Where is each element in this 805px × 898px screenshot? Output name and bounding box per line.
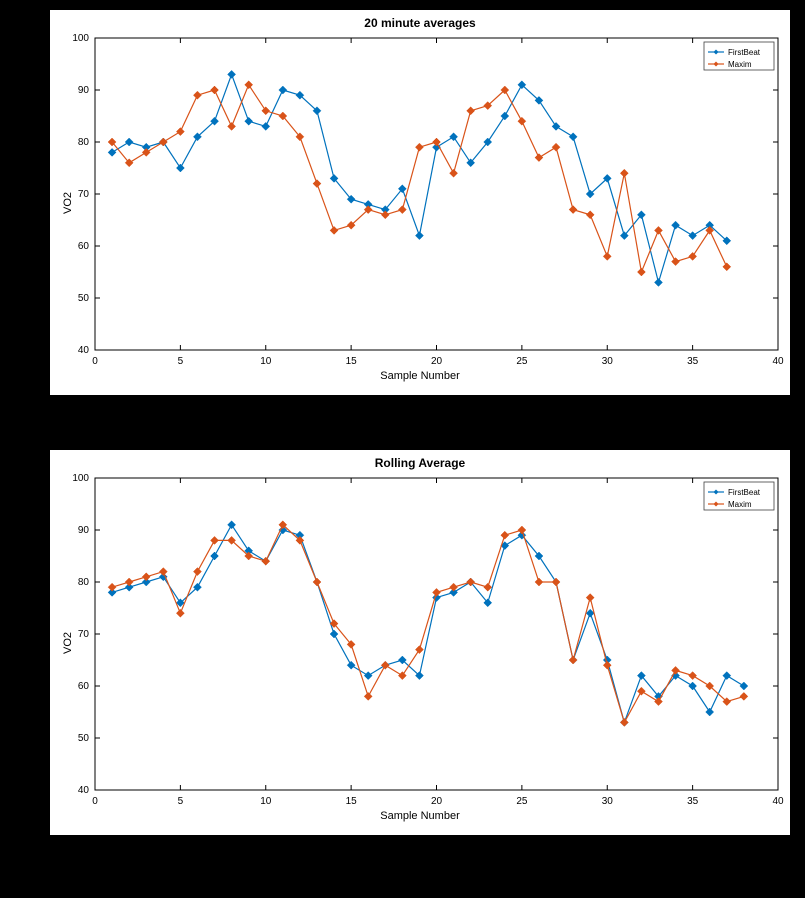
chart1-title: 20 minute averages	[50, 16, 790, 30]
svg-text:5: 5	[178, 796, 184, 807]
svg-text:70: 70	[78, 189, 90, 200]
svg-text:25: 25	[516, 356, 528, 367]
svg-text:30: 30	[602, 796, 614, 807]
svg-text:50: 50	[78, 733, 90, 744]
svg-text:35: 35	[687, 796, 699, 807]
chart2-ylabel: VO2	[62, 632, 74, 654]
chart1-xlabel: Sample Number	[50, 370, 790, 382]
chart2-svg: 0 5 10 15 20 25 30 35 40 40 50 60 70 80 90 100 FirstBeat…	[50, 450, 790, 835]
svg-text:100: 100	[72, 33, 89, 44]
page-root: 20 minute averages 051015202530354040506…	[0, 0, 805, 898]
svg-text:90: 90	[78, 85, 90, 96]
svg-text:100: 100	[72, 473, 89, 484]
svg-text:40: 40	[78, 345, 90, 356]
chart-panel-2: Rolling Average 0 5 10 15 20 25 30 35 40 40 50 60 70…	[50, 450, 790, 835]
svg-text:25: 25	[516, 796, 528, 807]
svg-text:70: 70	[78, 629, 90, 640]
chart1-ylabel: VO2	[62, 192, 74, 214]
svg-text:60: 60	[78, 681, 90, 692]
svg-text:35: 35	[687, 356, 699, 367]
svg-text:40: 40	[78, 785, 90, 796]
svg-text:90: 90	[78, 525, 90, 536]
svg-text:60: 60	[78, 241, 90, 252]
legend-item-maxim: Maxim	[728, 500, 752, 509]
svg-text:5: 5	[178, 356, 184, 367]
legend-item-maxim: Maxim	[728, 60, 752, 69]
chart1-svg: 0 5 10 15 20 25 30 35 40 40 50 60 70 80 90 100 FirstBeat…	[50, 10, 790, 395]
svg-text:50: 50	[78, 293, 90, 304]
legend-item-firstbeat: FirstBeat	[728, 488, 761, 497]
svg-text:10: 10	[260, 356, 272, 367]
svg-text:40: 40	[772, 796, 784, 807]
chart2-title: Rolling Average	[50, 456, 790, 470]
legend-item-firstbeat: FirstBeat	[728, 48, 761, 57]
svg-text:10: 10	[260, 796, 272, 807]
chart-panel-1: 20 minute averages 0 5 10 15 20 25 30 35 40 40 50 6…	[50, 10, 790, 395]
svg-text:40: 40	[772, 356, 784, 367]
svg-text:15: 15	[346, 796, 358, 807]
svg-text:15: 15	[346, 356, 358, 367]
svg-text:20: 20	[431, 796, 443, 807]
svg-text:0: 0	[92, 796, 98, 807]
svg-text:80: 80	[78, 577, 90, 588]
svg-text:20: 20	[431, 356, 443, 367]
svg-text:0: 0	[92, 356, 98, 367]
svg-text:30: 30	[602, 356, 614, 367]
svg-text:80: 80	[78, 137, 90, 148]
chart2-xlabel: Sample Number	[50, 810, 790, 822]
